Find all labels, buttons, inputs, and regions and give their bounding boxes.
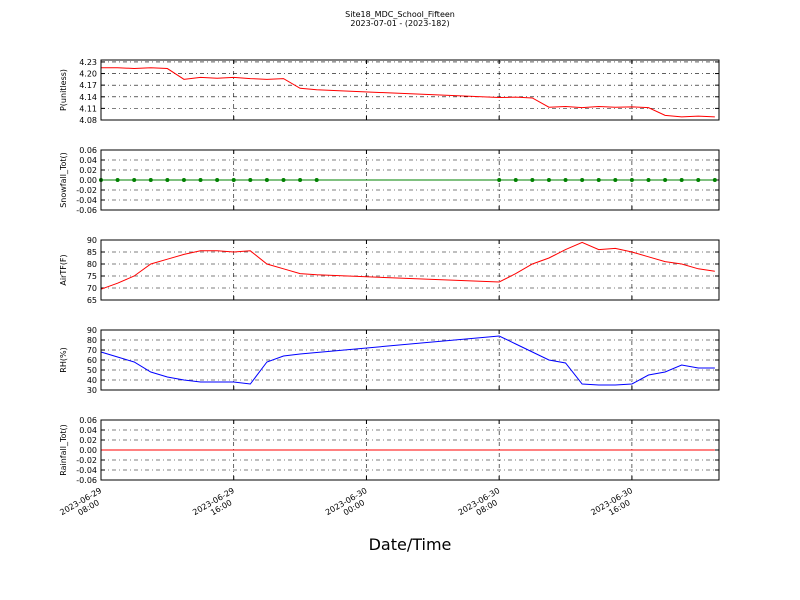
y-tick-label: 4.14: [79, 93, 97, 102]
y-axis-label: RH(%): [59, 347, 68, 372]
y-tick-label: 40: [87, 376, 97, 385]
marker: [663, 178, 668, 182]
marker: [580, 178, 585, 182]
y-tick-label: 0.06: [79, 416, 97, 425]
y-tick-label: 80: [87, 260, 97, 269]
marker: [181, 178, 186, 182]
y-tick-label: 4.11: [79, 104, 97, 113]
marker: [546, 178, 551, 182]
marker: [513, 178, 518, 182]
x-axis-label: Date/Time: [369, 535, 452, 554]
y-tick-label: 0.04: [79, 156, 97, 165]
y-tick-label: 65: [87, 296, 97, 305]
y-tick-label: 0.04: [79, 426, 97, 435]
marker: [679, 178, 684, 182]
y-tick-label: 0.00: [79, 446, 97, 455]
y-tick-label: 75: [87, 272, 97, 281]
marker: [231, 178, 236, 182]
chart-title: Site18_MDC_School_Fifteen: [345, 10, 455, 19]
y-tick-label: -0.02: [76, 186, 97, 195]
marker: [629, 178, 634, 182]
y-tick-label: 0.00: [79, 176, 97, 185]
marker: [165, 178, 170, 182]
y-axis-label: P(unitless): [59, 69, 68, 111]
marker: [497, 178, 502, 182]
line-series: [100, 241, 715, 290]
chart-subtitle: 2023-07-01 - (2023-182): [350, 19, 449, 28]
axes-frame: [100, 239, 720, 301]
y-tick-label: 80: [87, 336, 97, 345]
axes-frame: [100, 149, 720, 211]
y-tick-label: 4.17: [79, 81, 97, 90]
marker: [314, 178, 319, 182]
y-axis-label: Snowfall_Tot(): [59, 152, 68, 208]
marker: [264, 178, 269, 182]
axes-frame: [100, 59, 720, 121]
y-tick-label: -0.02: [76, 456, 97, 465]
y-tick-label: 70: [87, 284, 97, 293]
marker: [148, 178, 153, 182]
y-tick-label: 0.02: [79, 166, 97, 175]
marker: [115, 178, 120, 182]
marker: [215, 178, 220, 182]
marker: [696, 178, 701, 182]
y-tick-label: 50: [87, 366, 97, 375]
marker: [563, 178, 568, 182]
marker: [530, 178, 535, 182]
marker: [198, 178, 203, 182]
y-tick-label: 0.06: [79, 146, 97, 155]
marker: [132, 178, 137, 182]
marker: [596, 178, 601, 182]
y-tick-label: -0.06: [76, 476, 97, 485]
axes-frame: [100, 419, 720, 481]
marker: [712, 178, 717, 182]
y-tick-label: 85: [87, 248, 97, 257]
marker: [613, 178, 618, 182]
y-tick-label: 4.08: [79, 116, 97, 125]
y-tick-label: -0.04: [76, 466, 97, 475]
marker: [248, 178, 253, 182]
y-axis-label: AirTF(F): [59, 254, 68, 285]
marker: [646, 178, 651, 182]
y-tick-label: 70: [87, 346, 97, 355]
marker: [298, 178, 303, 182]
y-tick-label: -0.04: [76, 196, 97, 205]
y-tick-label: 90: [87, 236, 97, 245]
y-tick-label: 0.02: [79, 436, 97, 445]
y-tick-label: 90: [87, 326, 97, 335]
line-series: [100, 335, 715, 386]
line-series: [101, 67, 715, 118]
y-tick-label: -0.06: [76, 206, 97, 215]
y-tick-label: 4.23: [79, 58, 97, 67]
axes-frame: [100, 329, 720, 391]
y-tick-label: 30: [87, 386, 97, 395]
y-axis-label: Rainfall_Tot(): [59, 424, 68, 476]
marker: [281, 178, 286, 182]
y-tick-label: 60: [87, 356, 97, 365]
y-tick-label: 4.20: [79, 70, 97, 79]
